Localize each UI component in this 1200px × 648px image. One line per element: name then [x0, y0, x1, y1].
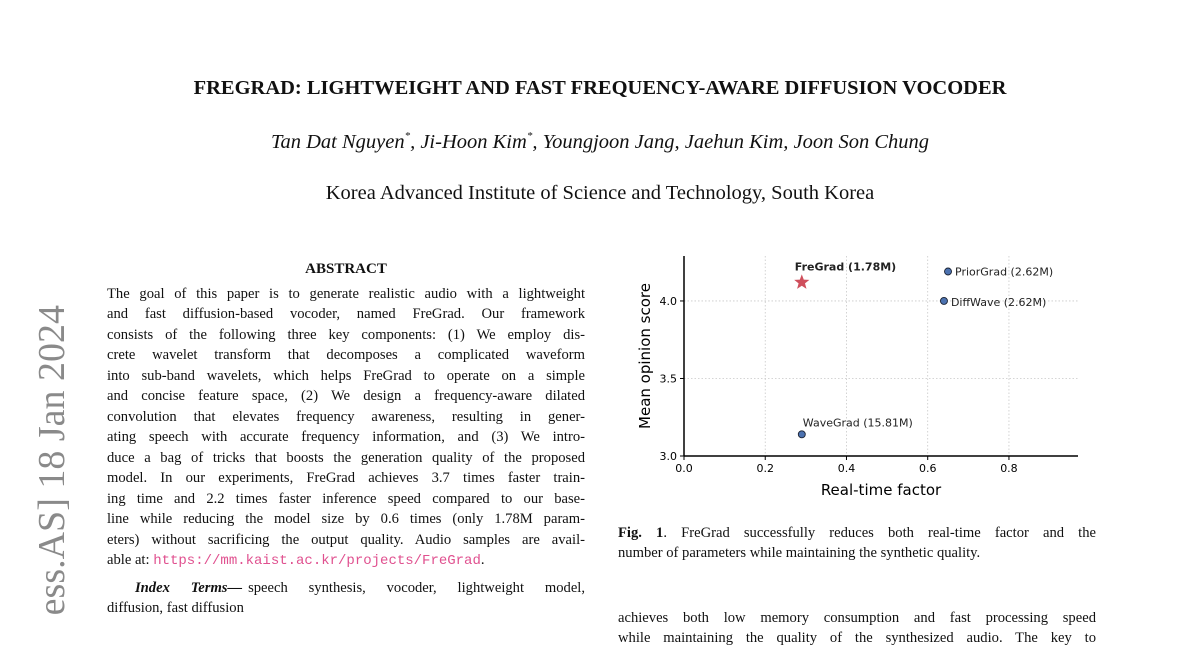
abstract-line: duce a bag of tricks that boosts the gen…: [107, 449, 585, 466]
point-label: FreGrad (1.78M): [795, 260, 896, 273]
point-star: [794, 274, 810, 289]
caption-line: Fig. 1. FreGrad successfully reduces bot…: [618, 523, 1096, 543]
author-sep: ,: [410, 131, 416, 153]
point-label: PriorGrad (2.62M): [955, 266, 1053, 279]
abstract-text: .: [480, 551, 485, 568]
author-name: Tan Dat Nguyen: [270, 131, 405, 153]
affiliation: Korea Advanced Institute of Science and …: [325, 182, 875, 204]
author-sep: ,: [532, 131, 538, 153]
abstract-text: able at:: [107, 551, 154, 568]
caption-text: . FreGrad successfully reduces both real…: [663, 525, 1096, 541]
abstract-line: able at: https://mm.kaist.ac.kr/projects…: [107, 550, 585, 570]
point-label: DiffWave (2.62M): [951, 296, 1046, 309]
point: [940, 297, 948, 305]
x-axis-label: Real-time factor: [821, 481, 942, 499]
abstract-line: into sub-band wavelets, which helps FreG…: [107, 367, 585, 384]
x-tick-label: 0.4: [838, 462, 856, 475]
index-terms-text: speech synthesis, vocoder, lightweight m…: [248, 580, 585, 596]
author-mark: *: [404, 130, 411, 142]
point: [797, 430, 806, 439]
author-name: Youngjoon Jang: [542, 131, 675, 153]
abstract-line: crete wavelet transform that decomposes …: [107, 347, 585, 364]
index-terms-line: diffusion, fast diffusion: [107, 600, 244, 616]
x-tick-label: 0.8: [1000, 462, 1018, 475]
abstract-heading: ABSTRACT: [305, 261, 387, 277]
point-label: WaveGrad (15.81M): [803, 416, 913, 429]
paper-title: FREGRAD: LIGHTWEIGHT AND FAST FREQUENCY-…: [193, 77, 1007, 99]
abstract-line: and concise feature space, (2) We design…: [107, 388, 585, 405]
project-link[interactable]: https://mm.kaist.ac.kr/projects/FreGrad: [153, 552, 481, 569]
caption-line: number of parameters while maintaining t…: [618, 545, 981, 561]
author-mark: *: [526, 130, 533, 142]
abstract-line: ing time and 2.2 times faster inference …: [107, 490, 585, 507]
y-axis-label: Mean opinion score: [636, 283, 654, 429]
point: [944, 267, 952, 276]
abstract-line: ating speech with accurate frequency inf…: [107, 429, 585, 446]
abstract-line: and fast diffusion-based vocoder, named …: [107, 306, 585, 323]
author-name: Ji-Hoon Kim: [420, 131, 527, 153]
author-name: Joon Son Chung: [793, 131, 930, 153]
index-terms-label: Index Terms—: [135, 580, 243, 596]
body-line: while maintaining the quality of the syn…: [618, 630, 1096, 647]
abstract-line: The goal of this paper is to generate re…: [107, 286, 585, 302]
authors: Tan Dat Nguyen*, Ji-Hoon Kim*, Youngjoon…: [0, 130, 1200, 154]
abstract-line: consists of the following three key comp…: [107, 326, 585, 343]
y-tick-label: 3.5: [660, 372, 678, 385]
x-tick-label: 0.0: [675, 462, 693, 475]
abstract-line: line while reducing the model size by 0.…: [107, 511, 585, 528]
author-sep: ,: [674, 131, 680, 153]
caption-label: Fig. 1: [618, 525, 664, 541]
arxiv-stamp: ess.AS] 18 Jan 2024: [31, 305, 73, 615]
y-tick-label: 4.0: [660, 295, 678, 308]
y-tick-label: 3.0: [660, 450, 678, 463]
abstract-line: model. In our experiments, FreGrad achie…: [107, 470, 585, 487]
body-line: achieves both low memory consumption and…: [618, 610, 1096, 626]
author-sep: ,: [783, 131, 789, 153]
abstract-line: eters) without sacrificing the output qu…: [107, 531, 585, 548]
x-tick-label: 0.2: [756, 462, 774, 475]
index-terms-line: Index Terms— speech synthesis, vocoder, l…: [107, 578, 585, 598]
abstract-line: convolution that elevates frequency awar…: [107, 408, 585, 425]
author-name: Jaehun Kim: [684, 131, 784, 153]
x-tick-label: 0.6: [919, 462, 937, 475]
